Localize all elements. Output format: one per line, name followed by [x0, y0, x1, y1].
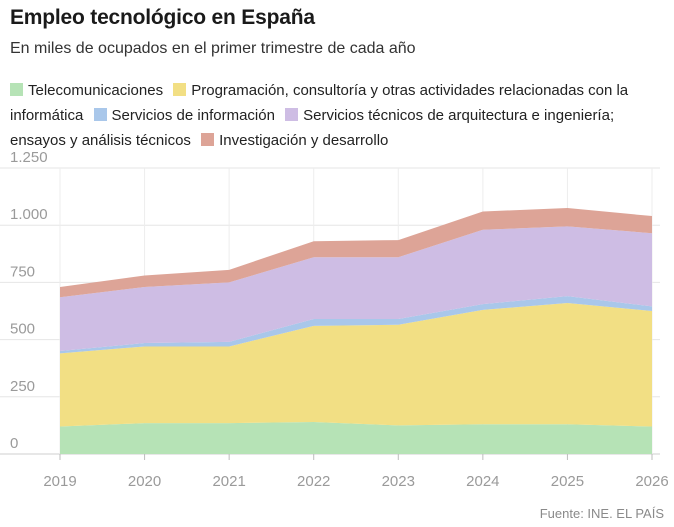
- area-series: [60, 296, 652, 354]
- legend-swatch: [10, 83, 23, 96]
- legend-label: Telecomunicaciones: [28, 82, 164, 99]
- x-tick-label: 2024: [466, 473, 499, 490]
- legend-label: Servicios de información: [111, 107, 275, 124]
- area-series: [60, 302, 652, 427]
- y-tick-label: 250: [10, 378, 35, 395]
- y-tick-label: 500: [10, 321, 35, 338]
- y-tick-label: 0: [10, 435, 18, 452]
- x-axis: 2019 2020 2021 2022 2023 2024 2025 2026: [43, 454, 669, 490]
- legend-swatch: [285, 108, 299, 121]
- legend-swatch: [93, 108, 107, 121]
- stacked-areas: [60, 208, 652, 454]
- x-tick-label: 2026: [635, 473, 668, 490]
- y-tick-label: 1.250: [10, 149, 48, 166]
- source-note: Fuente: INE. EL PAÍS: [539, 506, 664, 521]
- legend-item: Telecomunicaciones: [10, 82, 163, 99]
- chart-legend: Telecomunicaciones Programación, consult…: [10, 78, 674, 153]
- legend-item: Servicios de información: [93, 107, 275, 124]
- y-tick-label: 1.000: [10, 206, 48, 223]
- area-series: [60, 208, 652, 298]
- chart-subtitle: En miles de ocupados en el primer trimes…: [10, 40, 416, 57]
- y-tick-label: 750: [10, 263, 35, 280]
- legend-item: Programación, consultoría y otras activi…: [10, 82, 628, 124]
- x-tick-label: 2023: [382, 473, 415, 490]
- area-series: [60, 421, 652, 454]
- chart-title: Empleo tecnológico en España: [10, 6, 315, 29]
- legend-label: Servicios técnicos de arquitectura e ing…: [10, 107, 615, 149]
- legend-label: Programación, consultoría y otras activi…: [10, 82, 629, 124]
- legend-swatch: [201, 133, 215, 146]
- x-tick-label: 2020: [128, 473, 161, 490]
- x-tick-label: 2022: [297, 473, 330, 490]
- legend-item: Servicios técnicos de arquitectura e ing…: [10, 107, 614, 149]
- x-tick-label: 2019: [43, 473, 76, 490]
- legend-item: Investigación y desarrollo: [201, 132, 388, 149]
- area-series: [60, 226, 652, 352]
- legend-label: Investigación y desarrollo: [219, 132, 389, 149]
- x-tick-label: 2025: [551, 473, 584, 490]
- x-tick-label: 2021: [212, 473, 245, 490]
- legend-swatch: [173, 83, 187, 96]
- y-axis: 0 250 500 750 1.000 1.250: [10, 149, 48, 452]
